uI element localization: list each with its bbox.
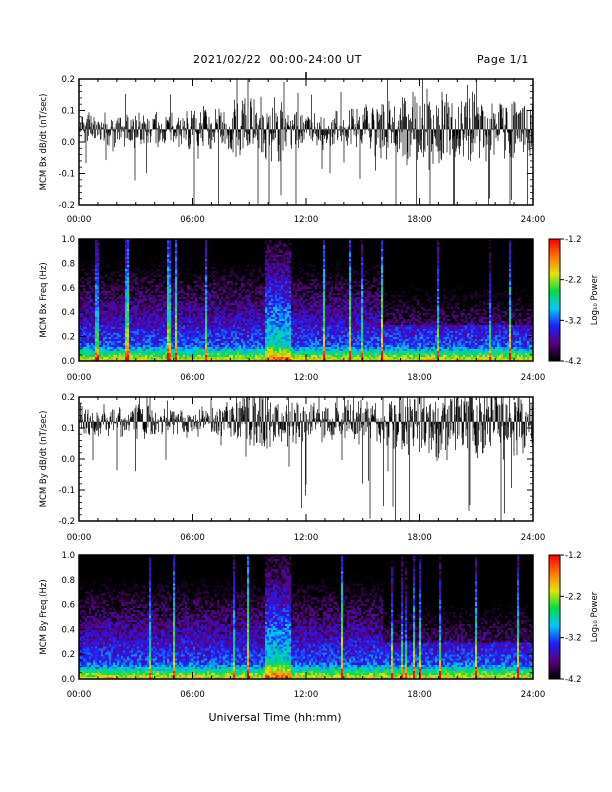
x-axis-label: Universal Time (hh:mm) (209, 711, 342, 724)
y-axis-label: MCM Bx Freq (Hz) (39, 262, 49, 337)
y-tick-label: 0.6 (61, 601, 75, 611)
by-colorbar-image (549, 555, 560, 679)
y-tick-label: 0.8 (61, 576, 75, 586)
y-tick-label: -0.2 (58, 517, 75, 527)
y-tick-label: 0.0 (61, 455, 75, 465)
y-tick-label: 0.6 (61, 284, 75, 294)
y-tick-label: 0.2 (61, 333, 75, 343)
x-tick-label: 18:00 (407, 690, 432, 700)
panel-frame (78, 238, 534, 362)
x-tick-label: 24:00 (521, 373, 546, 383)
y-tick-label: 0.2 (61, 75, 75, 85)
colorbar-tick-label: -2.2 (565, 276, 582, 286)
y-axis-label: MCM Bx dB/dt (nT/sec) (39, 94, 49, 191)
colorbar-tick-label: -2.2 (565, 592, 582, 602)
x-tick-label: 00:00 (67, 373, 92, 383)
y-tick-label: 0.4 (61, 625, 75, 635)
x-tick-label: 12:00 (294, 215, 319, 225)
x-tick-label: 00:00 (67, 690, 92, 700)
x-tick-label: 06:00 (180, 373, 205, 383)
bx-spectrogram-image (79, 239, 533, 361)
y-tick-label: 0.4 (61, 308, 75, 318)
y-tick-label: 1.0 (61, 551, 75, 561)
colorbar-tick-label: -3.2 (565, 316, 582, 326)
x-tick-label: 00:00 (67, 215, 92, 225)
colorbar-tick-label: -1.2 (565, 235, 582, 245)
x-tick-label: 06:00 (180, 533, 205, 543)
x-tick-label: 00:00 (67, 533, 92, 543)
y-tick-label: -0.1 (58, 170, 75, 180)
y-tick-label: 0.1 (61, 107, 75, 117)
trace-0 (78, 79, 534, 205)
x-tick-label: 18:00 (407, 373, 432, 383)
y-axis-label: MCM By Freq (Hz) (39, 579, 49, 654)
y-tick-label: 0.0 (61, 675, 75, 685)
y-tick-label: 0.8 (61, 259, 75, 269)
y-axis-label: MCM By dB/dt (nT/sec) (39, 411, 49, 508)
by-spectrogram-image (79, 555, 533, 679)
colorbar-tick-label: -4.2 (565, 357, 582, 367)
colorbar-tick-label: -4.2 (565, 675, 582, 685)
y-tick-label: -0.2 (58, 201, 75, 211)
dbdt-trace (78, 79, 534, 205)
y-tick-label: 0.0 (61, 357, 75, 367)
y-tick-label: 0.1 (61, 424, 75, 434)
x-tick-label: 24:00 (521, 690, 546, 700)
colorbar-frame (548, 554, 561, 680)
x-tick-label: 12:00 (294, 533, 319, 543)
y-tick-label: 0.0 (61, 138, 75, 148)
y-tick-label: -0.1 (58, 486, 75, 496)
plot-title: 2021/02/22 00:00-24:00 UT (193, 53, 363, 66)
x-tick-label: 12:00 (294, 373, 319, 383)
y-tick-label: 0.2 (61, 393, 75, 403)
x-tick-label: 06:00 (180, 215, 205, 225)
page-indicator: Page 1/1 (477, 53, 529, 66)
colorbar-label: Log₁₀ Power (590, 591, 600, 642)
colorbar-frame (548, 238, 561, 362)
x-tick-label: 24:00 (521, 215, 546, 225)
x-tick-label: 18:00 (407, 215, 432, 225)
y-tick-label: 1.0 (61, 235, 75, 245)
x-tick-label: 06:00 (180, 690, 205, 700)
panel-frame (78, 554, 534, 680)
y-tick-label: 0.2 (61, 650, 75, 660)
x-tick-label: 12:00 (294, 690, 319, 700)
colorbar-tick-label: -1.2 (565, 551, 582, 561)
x-tick-label: 24:00 (521, 533, 546, 543)
dbdt-trace (78, 397, 534, 521)
trace-2 (78, 397, 534, 521)
bx-colorbar-image (549, 239, 560, 361)
x-tick-label: 18:00 (407, 533, 432, 543)
colorbar-tick-label: -3.2 (565, 634, 582, 644)
colorbar-label: Log₁₀ Power (590, 274, 600, 325)
panel-frame (78, 78, 534, 206)
